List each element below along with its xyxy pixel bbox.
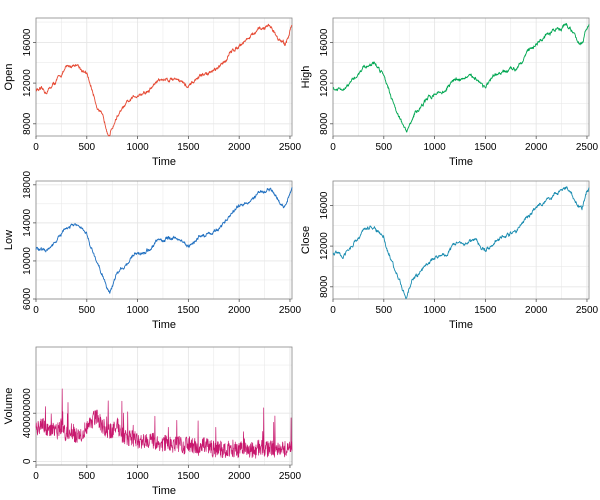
x-tick-label: 0 <box>330 305 336 316</box>
plot-border <box>35 180 293 300</box>
series-line-close <box>332 186 590 300</box>
x-tick-label: 500 <box>375 305 392 316</box>
plot-border <box>332 180 590 300</box>
chart-panel-open: 0 500 1000 1500 2000 2500 8000 12000 16000 Time Op… <box>3 17 302 168</box>
y-tick-label: 8000 <box>319 112 330 135</box>
y-tick-label: 18000 <box>22 170 33 198</box>
x-tick-label: 2500 <box>576 142 599 153</box>
series-line-volume <box>35 388 293 459</box>
x-tick-label: 0 <box>33 471 39 482</box>
y-tick-label: 8000 <box>319 275 330 298</box>
plot-border <box>332 17 590 137</box>
x-tick-label: 1000 <box>423 142 446 153</box>
x-tick-label: 1000 <box>126 471 149 482</box>
x-tick-label: 0 <box>33 142 39 153</box>
x-tick-label: 2000 <box>525 142 548 153</box>
x-tick-label: 2000 <box>228 305 251 316</box>
y-axis-title: Volume <box>3 388 15 425</box>
x-axis-title: Time <box>152 156 176 168</box>
x-tick-label: 2500 <box>279 471 302 482</box>
x-axis-title: Time <box>449 156 473 168</box>
plot-border <box>35 17 293 137</box>
x-tick-label: 500 <box>78 305 95 316</box>
chart-panel-close: 0 500 1000 1500 2000 2500 8000 12000 16000 Time Cl… <box>300 180 599 331</box>
y-tick-label: 16000 <box>22 28 33 56</box>
y-tick-label: 6000 <box>22 287 33 310</box>
y-tick-label: 14000 <box>22 209 33 237</box>
y-tick-label: 12000 <box>319 69 330 97</box>
y-axis-title: Low <box>3 230 15 250</box>
x-tick-label: 500 <box>375 142 392 153</box>
x-tick-label: 2500 <box>576 305 599 316</box>
y-axis-title: Close <box>300 226 312 254</box>
y-tick-label: 10000 <box>22 247 33 275</box>
x-tick-label: 2000 <box>228 142 251 153</box>
x-tick-label: 2000 <box>525 305 548 316</box>
x-tick-label: 1500 <box>177 142 200 153</box>
x-axis-title: Time <box>449 319 473 331</box>
plot-border <box>35 346 293 466</box>
x-tick-label: 1500 <box>177 305 200 316</box>
x-tick-label: 500 <box>78 142 95 153</box>
chart-panel-low: 0 500 1000 1500 2000 2500 6000 10000 14000 18000 T… <box>3 170 302 331</box>
x-tick-label: 2500 <box>279 305 302 316</box>
chart-panel-volume: 0 500 1000 1500 2000 2500 0 400000000 Time Volume <box>3 346 302 497</box>
x-tick-label: 1500 <box>474 142 497 153</box>
x-tick-label: 1000 <box>126 305 149 316</box>
y-tick-label: 16000 <box>319 28 330 56</box>
y-axis-title: High <box>300 66 312 89</box>
x-tick-label: 1000 <box>423 305 446 316</box>
y-axis-title: Open <box>3 64 15 91</box>
x-tick-label: 1000 <box>126 142 149 153</box>
y-tick-label: 0 <box>22 458 33 464</box>
x-tick-label: 1500 <box>177 471 200 482</box>
x-axis-title: Time <box>152 319 176 331</box>
x-tick-label: 2000 <box>228 471 251 482</box>
series-line-open <box>35 23 293 137</box>
x-tick-label: 1500 <box>474 305 497 316</box>
y-tick-label: 16000 <box>319 191 330 219</box>
x-tick-label: 0 <box>33 305 39 316</box>
y-tick-label: 8000 <box>22 112 33 135</box>
x-axis-title: Time <box>152 485 176 497</box>
x-tick-label: 500 <box>78 471 95 482</box>
x-tick-label: 0 <box>330 142 336 153</box>
y-tick-label: 12000 <box>319 232 330 260</box>
series-line-low <box>35 187 293 294</box>
y-tick-label: 12000 <box>22 69 33 97</box>
series-line-high <box>332 23 590 133</box>
y-tick-label: 400000000 <box>22 388 33 438</box>
x-tick-label: 2500 <box>279 142 302 153</box>
chart-panel-high: 0 500 1000 1500 2000 2500 8000 12000 16000 Time Hi… <box>300 17 599 168</box>
